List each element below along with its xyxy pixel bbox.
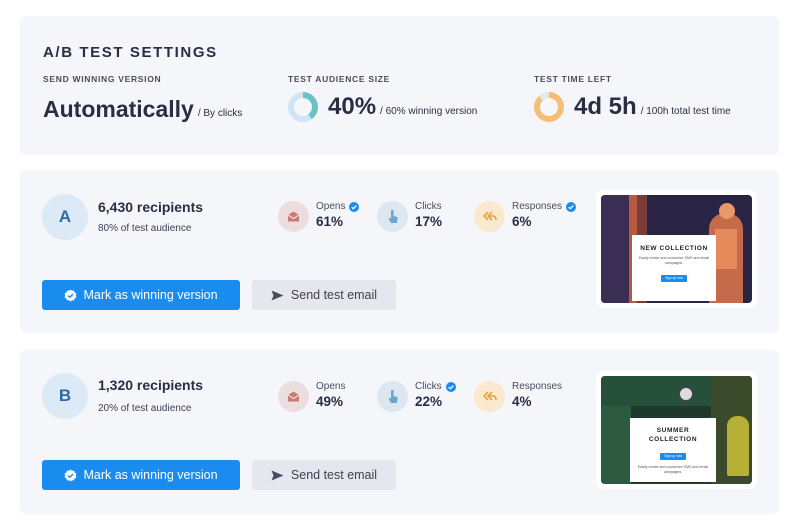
reply-all-icon [474,381,505,412]
mark-winning-button[interactable]: Mark as winning version [42,280,240,310]
audience-share: 20% of test audience [98,403,192,414]
audience-size-value[interactable]: 40% [328,93,377,120]
send-winning-version: SEND WINNING VERSION Automatically / By … [43,74,242,122]
audience-size-sub: / 60% winning version [380,105,478,117]
send-test-label: Send test email [290,288,378,302]
variant-badge: B [42,373,88,419]
time-donut-icon [534,92,564,122]
preview-cta: Sign up now [660,452,686,460]
time-left-value-row: 4d 5h / 100h total test time [534,92,731,122]
audience-size-label: TEST AUDIENCE SIZE [288,74,391,84]
envelope-open-icon [278,201,309,232]
opens-value: 61% [316,214,344,229]
responses-metric: Responses 4% [474,381,564,413]
recipients-count: 1,320 recipients [98,377,204,393]
test-audience-size: TEST AUDIENCE SIZE 40% / 60% winning ver… [288,74,477,122]
send-winning-value[interactable]: Automatically [43,96,194,122]
opens-label: Opens [316,201,346,212]
opens-label: Opens [316,381,346,392]
preview-image: NEW COLLECTION Easily create and customi… [601,195,752,303]
clicks-metric: Clicks 22% [377,381,467,413]
send-winning-value-row: Automatically / By clicks [43,96,242,123]
envelope-open-icon [278,381,309,412]
audience-size-value-row: 40% / 60% winning version [288,92,477,122]
verified-check-icon [445,381,456,392]
send-test-label: Send test email [290,468,378,482]
send-arrow-icon [271,290,284,300]
reply-all-icon [474,201,505,232]
preview-card: SUMMER COLLECTION Sign up now Easily cre… [630,418,716,482]
preview-title: NEW COLLECTION [640,245,708,252]
settings-title: A/B TEST SETTINGS [43,44,218,61]
send-winning-label: SEND WINNING VERSION [43,74,162,84]
pointer-hand-icon [377,201,408,232]
opens-value: 49% [316,394,344,409]
verified-check-icon [349,201,360,212]
clicks-label: Clicks [415,381,442,392]
email-preview-thumbnail[interactable]: SUMMER COLLECTION Sign up now Easily cre… [596,371,757,489]
badge-check-icon [65,289,77,301]
send-test-email-button[interactable]: Send test email [252,280,396,310]
send-test-email-button[interactable]: Send test email [252,460,396,490]
preview-image: SUMMER COLLECTION Sign up now Easily cre… [601,376,752,484]
send-arrow-icon [271,470,284,480]
verified-check-icon [566,201,577,212]
responses-label: Responses [512,381,563,392]
responses-metric: Responses 6% [474,201,577,233]
time-left-label: TEST TIME LEFT [534,74,612,84]
recipients-count: 6,430 recipients [98,199,204,215]
responses-value: 6% [512,214,532,229]
preview-title: SUMMER COLLECTION [648,427,698,443]
clicks-metric: Clicks 17% [377,201,467,233]
variant-badge: A [42,194,88,240]
test-time-left: TEST TIME LEFT 4d 5h / 100h total test t… [534,74,731,122]
variant-a-card: A 6,430 recipients 80% of test audience … [20,170,779,333]
opens-metric: Opens 61% [278,201,368,233]
preview-cta: Sign up now [661,274,687,282]
mark-winning-label: Mark as winning version [83,468,218,482]
mark-winning-button[interactable]: Mark as winning version [42,460,240,490]
responses-value: 4% [512,394,532,409]
clicks-value: 22% [415,394,443,409]
clicks-label: Clicks [415,201,442,212]
pointer-hand-icon [377,381,408,412]
email-preview-thumbnail[interactable]: NEW COLLECTION Easily create and customi… [596,190,757,308]
clicks-value: 17% [415,214,443,229]
preview-card: NEW COLLECTION Easily create and customi… [632,235,716,301]
ab-test-settings-panel: A/B TEST SETTINGS SEND WINNING VERSION A… [20,16,779,155]
mark-winning-label: Mark as winning version [83,288,218,302]
responses-label: Responses [512,201,563,212]
variant-b-card: B 1,320 recipients 20% of test audience … [20,350,779,514]
preview-text: Easily create and customize SMS and emai… [638,256,710,265]
preview-text: Easily create and customize SMS and emai… [637,465,709,474]
send-winning-sub: / By clicks [197,108,243,119]
audience-donut-icon [288,92,318,122]
time-left-value[interactable]: 4d 5h [574,93,637,120]
audience-share: 80% of test audience [98,223,192,234]
badge-check-icon [65,469,77,481]
time-left-sub: / 100h total test time [640,105,731,117]
opens-metric: Opens 49% [278,381,368,413]
